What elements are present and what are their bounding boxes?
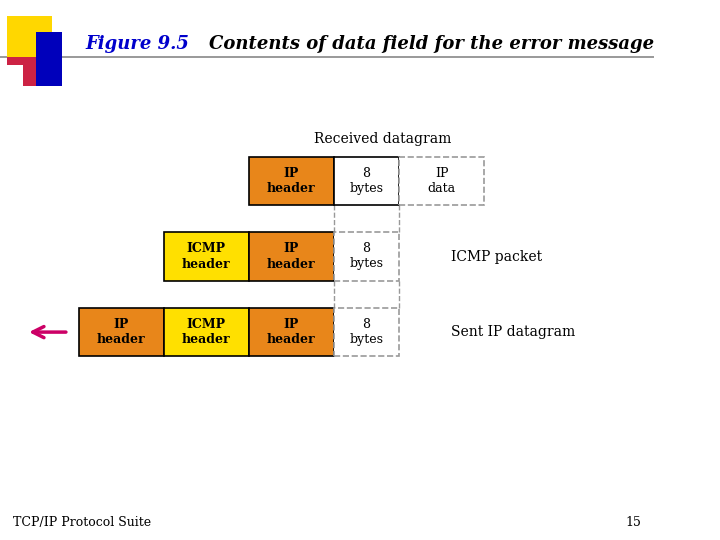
FancyBboxPatch shape <box>248 157 333 205</box>
FancyBboxPatch shape <box>6 16 53 59</box>
FancyBboxPatch shape <box>36 32 62 86</box>
Text: Figure 9.5: Figure 9.5 <box>85 35 189 53</box>
Text: 8
bytes: 8 bytes <box>349 318 384 346</box>
FancyBboxPatch shape <box>163 232 248 281</box>
Text: IP
header: IP header <box>267 242 315 271</box>
Text: Sent IP datagram: Sent IP datagram <box>451 325 576 339</box>
Text: IP
header: IP header <box>267 318 315 346</box>
Text: IP
header: IP header <box>267 167 315 195</box>
FancyBboxPatch shape <box>333 157 399 205</box>
FancyBboxPatch shape <box>333 308 399 356</box>
FancyBboxPatch shape <box>163 308 248 356</box>
Text: IP
data: IP data <box>428 167 456 195</box>
FancyArrowPatch shape <box>33 327 66 338</box>
Text: TCP/IP Protocol Suite: TCP/IP Protocol Suite <box>13 516 151 529</box>
Text: IP
header: IP header <box>96 318 145 346</box>
Text: Received datagram: Received datagram <box>314 132 451 146</box>
Text: 8
bytes: 8 bytes <box>349 167 384 195</box>
FancyBboxPatch shape <box>6 57 36 86</box>
Text: 8
bytes: 8 bytes <box>349 242 384 271</box>
FancyBboxPatch shape <box>78 308 163 356</box>
FancyBboxPatch shape <box>248 232 333 281</box>
Text: Contents of data field for the error message: Contents of data field for the error mes… <box>210 35 654 53</box>
Text: 15: 15 <box>626 516 642 529</box>
FancyBboxPatch shape <box>399 157 484 205</box>
FancyBboxPatch shape <box>6 65 23 86</box>
Text: ICMP packet: ICMP packet <box>451 249 543 264</box>
FancyBboxPatch shape <box>333 232 399 281</box>
Text: ICMP
header: ICMP header <box>181 318 230 346</box>
FancyBboxPatch shape <box>248 308 333 356</box>
Text: ICMP
header: ICMP header <box>181 242 230 271</box>
